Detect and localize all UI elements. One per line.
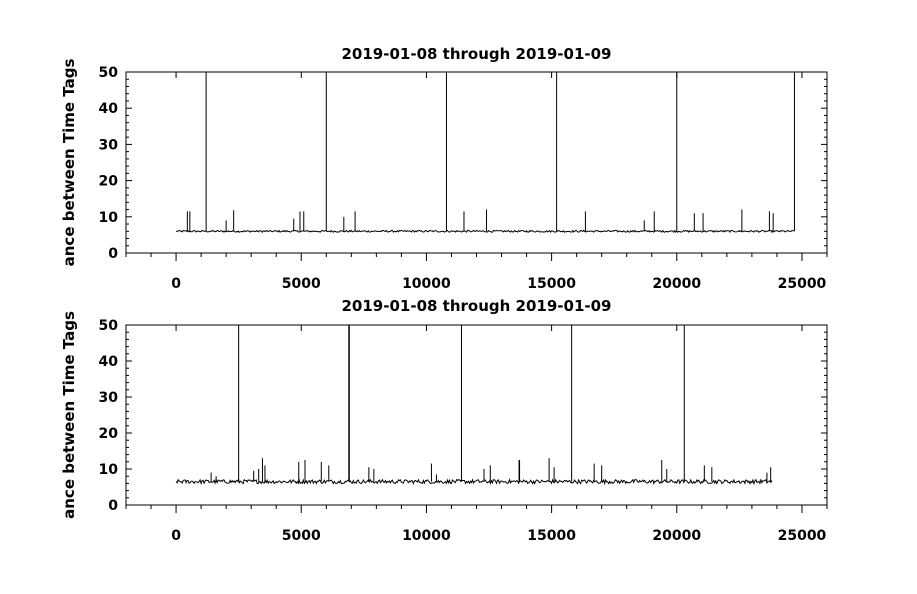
y-tick-label: 30 (99, 137, 119, 153)
y-tick-label: 40 (99, 101, 119, 117)
x-tick-label: 20000 (652, 528, 701, 544)
x-tick-label: 5000 (282, 276, 321, 292)
y-tick-label: 20 (99, 174, 119, 190)
x-tick-label: 25000 (778, 276, 827, 292)
x-tick-label: 0 (171, 276, 181, 292)
y-tick-label: 10 (99, 462, 119, 478)
plot-frame (125, 324, 828, 506)
chart-title: 2019-01-08 through 2019-01-09 (342, 45, 612, 63)
x-tick-label: 5000 (282, 528, 321, 544)
x-tick-label: 20000 (652, 276, 701, 292)
chart-title: 2019-01-08 through 2019-01-09 (342, 297, 612, 315)
series-baseline-line (175, 229, 795, 234)
y-tick-label: 10 (99, 210, 119, 226)
y-tick-label: 40 (99, 354, 119, 370)
x-tick-label: 10000 (402, 276, 451, 292)
series-baseline-line (175, 478, 773, 486)
y-tick-label: 50 (99, 65, 119, 81)
chart-panel-bottom: 2019-01-08 through 2019-01-09 ance betwee… (60, 297, 828, 544)
x-tick-label: 15000 (527, 528, 576, 544)
y-tick-label: 30 (99, 390, 119, 406)
chart-panel-top: 2019-01-08 through 2019-01-09 ance betwee… (60, 45, 828, 292)
y-tick-label: 20 (99, 426, 119, 442)
x-tick-label: 10000 (402, 528, 451, 544)
x-tick-label: 25000 (778, 528, 827, 544)
y-tick-label: 0 (108, 498, 118, 514)
plot-frame (125, 71, 828, 254)
y-tick-label: 0 (108, 246, 118, 262)
y-tick-label: 50 (99, 318, 119, 334)
x-tick-label: 0 (171, 528, 181, 544)
x-tick-label: 15000 (527, 276, 576, 292)
y-axis-label: ance between Time Tags (60, 311, 78, 519)
y-axis-label: ance between Time Tags (60, 59, 78, 267)
